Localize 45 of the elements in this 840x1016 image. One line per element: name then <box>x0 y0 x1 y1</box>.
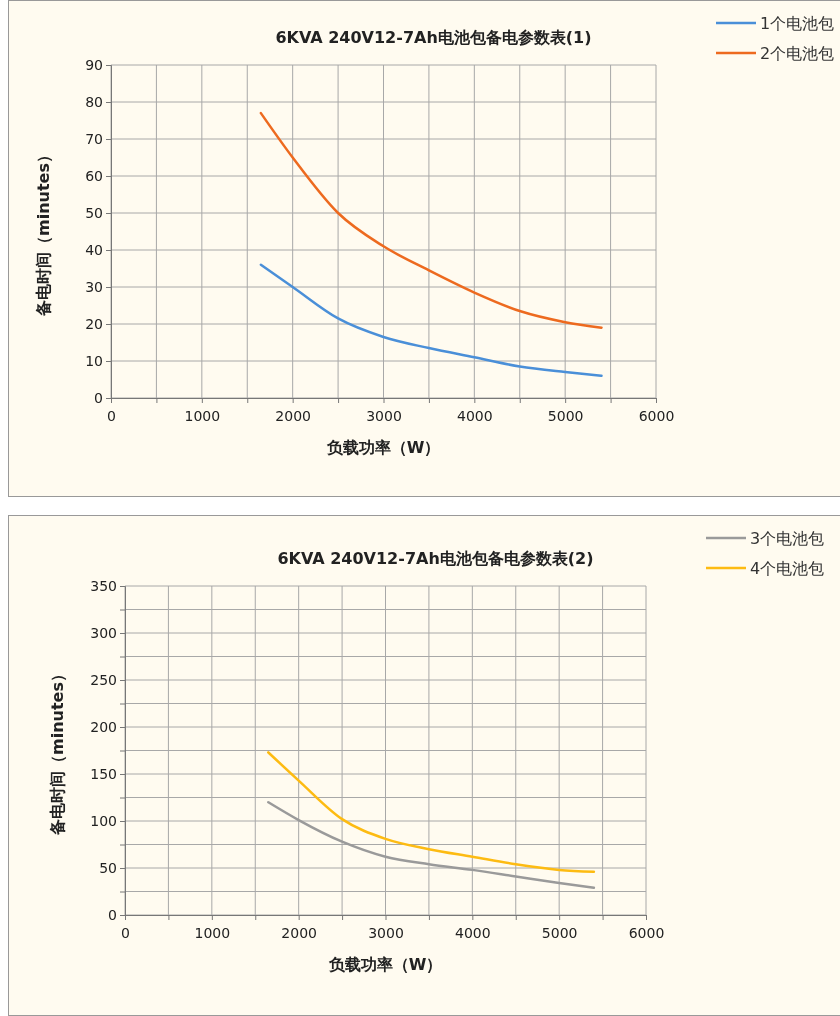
line-series <box>267 751 596 874</box>
y-tick-label: 10 <box>85 352 103 369</box>
x-tick-label: 6000 <box>628 925 665 942</box>
x-tick-label: 3000 <box>368 925 404 942</box>
y-tick-label: 50 <box>85 204 103 221</box>
legend-label: 3个电池包 <box>750 529 825 548</box>
y-tick-label: 0 <box>94 389 103 406</box>
legend-label: 2个电池包 <box>760 44 835 63</box>
y-tick-label: 100 <box>90 812 117 829</box>
x-tick-label: 5000 <box>547 408 584 425</box>
x-tick-label: 6000 <box>638 408 675 425</box>
y-tick-label: 350 <box>90 577 117 594</box>
y-tick-label: 20 <box>85 315 103 332</box>
y-axis-title: 备电时间（minutes） <box>34 147 53 317</box>
x-tick-label: 1000 <box>184 408 221 425</box>
x-tick-label: 2000 <box>281 925 317 942</box>
x-tick-label: 5000 <box>541 925 578 942</box>
y-tick-label: 0 <box>108 906 117 923</box>
y-axis-title: 备电时间（minutes） <box>48 666 67 836</box>
y-tick-label: 70 <box>85 130 103 147</box>
chart-title: 6KVA 240V12-7Ah电池包备电参数表(2) <box>277 549 594 568</box>
line-series <box>259 111 603 329</box>
y-tick-label: 250 <box>90 671 117 688</box>
y-tick-label: 40 <box>85 241 103 258</box>
x-tick-label: 2000 <box>275 408 311 425</box>
x-tick-label: 0 <box>121 925 130 942</box>
x-tick-label: 4000 <box>455 925 491 942</box>
x-tick-label: 1000 <box>194 925 231 942</box>
x-tick-label: 4000 <box>457 408 493 425</box>
y-tick-label: 60 <box>85 167 103 184</box>
y-tick-label: 150 <box>90 765 117 782</box>
y-tick-label: 30 <box>85 278 103 295</box>
x-axis-title: 负载功率（W） <box>325 438 441 457</box>
chart-title: 6KVA 240V12-7Ah电池包备电参数表(1) <box>275 28 592 47</box>
y-tick-label: 300 <box>90 624 117 641</box>
line-series <box>259 263 603 378</box>
y-tick-label: 90 <box>85 56 103 73</box>
x-axis-title: 负载功率（W） <box>327 955 443 974</box>
y-tick-label: 200 <box>90 718 117 735</box>
legend-label: 4个电池包 <box>750 559 825 578</box>
legend-label: 1个电池包 <box>760 14 835 33</box>
y-tick-label: 80 <box>85 93 103 110</box>
x-tick-label: 3000 <box>366 408 402 425</box>
y-tick-label: 50 <box>99 859 117 876</box>
line-series <box>267 800 596 889</box>
